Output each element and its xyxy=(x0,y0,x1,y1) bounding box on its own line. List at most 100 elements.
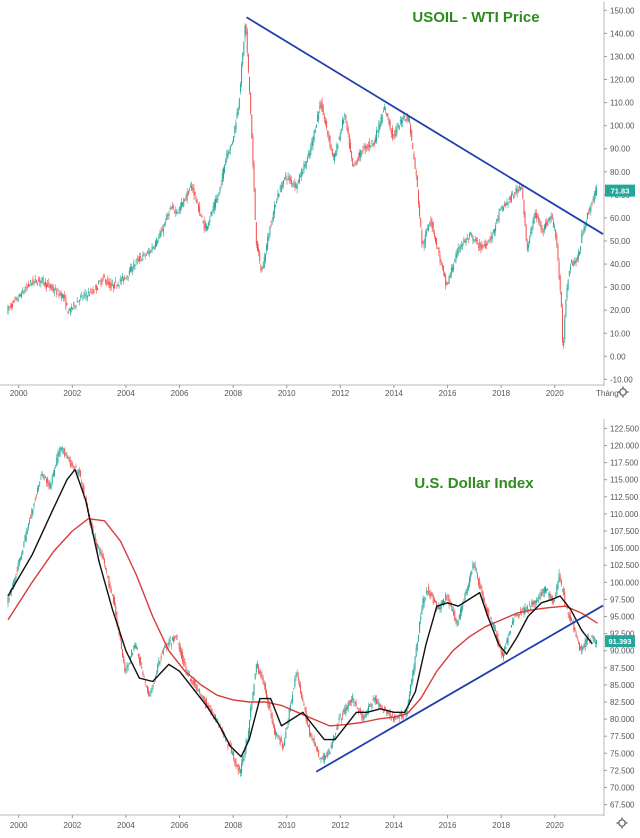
candle-body xyxy=(122,649,124,658)
candle-body xyxy=(303,703,305,706)
dxy-trendline xyxy=(315,604,604,773)
candle-body xyxy=(450,605,452,607)
candle-body xyxy=(229,145,231,151)
candle-body xyxy=(210,211,212,217)
candle-body xyxy=(244,749,246,757)
candle-body xyxy=(14,299,16,301)
candle-body xyxy=(302,172,304,174)
candle-body xyxy=(377,130,379,132)
candle-body xyxy=(102,555,104,560)
dxy-settings-gear-icon[interactable] xyxy=(616,817,628,829)
candle-body xyxy=(524,212,526,227)
candle-body xyxy=(550,595,552,598)
candle-body xyxy=(594,190,596,196)
candle-body xyxy=(450,267,452,275)
candle-body xyxy=(567,612,569,614)
candle-body xyxy=(152,685,154,687)
y-tick-label: 90.00 xyxy=(610,145,631,154)
candle-body xyxy=(424,598,426,600)
candle-body xyxy=(41,471,43,476)
candle-body xyxy=(547,221,549,226)
oil-settings-gear-icon[interactable] xyxy=(617,386,629,398)
candle-body xyxy=(365,713,367,716)
candle-body xyxy=(246,740,248,743)
candle-body xyxy=(286,179,288,181)
candle-body xyxy=(268,235,270,241)
candle-body xyxy=(436,237,438,246)
candle-body xyxy=(331,741,333,748)
candle-body xyxy=(458,248,460,249)
candle-body xyxy=(118,285,120,286)
last-price-label: 71.83 xyxy=(611,187,630,196)
candle-body xyxy=(215,199,217,208)
candle-body xyxy=(560,581,562,585)
candle-body xyxy=(245,24,247,34)
candle-body xyxy=(63,294,65,299)
candle-body xyxy=(211,212,213,215)
candle-body xyxy=(192,681,194,685)
candle-body xyxy=(161,651,163,654)
candle-body xyxy=(268,701,270,709)
candle-body xyxy=(174,636,176,640)
candle-body xyxy=(476,239,478,241)
moving-average-slow xyxy=(7,518,598,727)
candle-body xyxy=(258,247,260,253)
candle-body xyxy=(574,627,576,632)
candle-body xyxy=(35,494,37,496)
candle-body xyxy=(247,731,249,739)
candle-body xyxy=(77,301,79,302)
y-tick-label: 105.000 xyxy=(610,544,639,553)
candle-body xyxy=(512,620,514,625)
candle-body xyxy=(66,302,68,305)
y-tick-label: 80.000 xyxy=(610,715,635,724)
candle-body xyxy=(446,598,448,600)
candle-body xyxy=(41,277,43,280)
candle-body xyxy=(543,587,545,594)
candle-body xyxy=(391,713,393,715)
candle-body xyxy=(254,673,256,680)
candle-body xyxy=(424,234,426,244)
candle-body xyxy=(135,260,137,262)
candle-body xyxy=(298,683,300,687)
candle-body xyxy=(461,244,463,246)
candle-body xyxy=(414,158,416,169)
candle-body xyxy=(499,647,501,648)
candle-body xyxy=(349,700,351,703)
y-tick-label: 95.000 xyxy=(610,613,635,622)
candle-body xyxy=(351,151,353,159)
candle-body xyxy=(120,279,122,282)
candle-body xyxy=(115,605,117,616)
candle-body xyxy=(193,680,195,685)
candle-body xyxy=(419,621,421,633)
candle-body xyxy=(368,706,370,713)
candle-body xyxy=(353,164,355,167)
candle-body xyxy=(132,269,134,272)
candle-body xyxy=(466,588,468,595)
candle-body xyxy=(583,644,585,648)
last-price-label: 91.393 xyxy=(609,637,632,646)
candle-body xyxy=(29,519,31,523)
candle-body xyxy=(226,153,228,159)
candle-body xyxy=(10,304,12,308)
candle-body xyxy=(225,738,227,740)
candle-body xyxy=(55,464,57,467)
candle-body xyxy=(321,101,323,112)
candle-body xyxy=(131,650,133,658)
candle-body xyxy=(415,647,417,657)
candle-body xyxy=(596,639,598,644)
candle-body xyxy=(80,470,82,477)
candle-body xyxy=(128,270,130,275)
candle-body xyxy=(252,136,254,165)
candle-body xyxy=(317,114,319,122)
candle-body xyxy=(88,292,90,293)
candle-body xyxy=(518,186,520,188)
candle-body xyxy=(315,124,317,128)
candle-body xyxy=(423,242,425,248)
candle-body xyxy=(471,571,473,575)
candle-body xyxy=(393,134,395,136)
candle-body xyxy=(555,595,557,598)
candle-body xyxy=(488,609,490,616)
candle-body xyxy=(383,707,385,709)
candle-body xyxy=(326,755,328,756)
